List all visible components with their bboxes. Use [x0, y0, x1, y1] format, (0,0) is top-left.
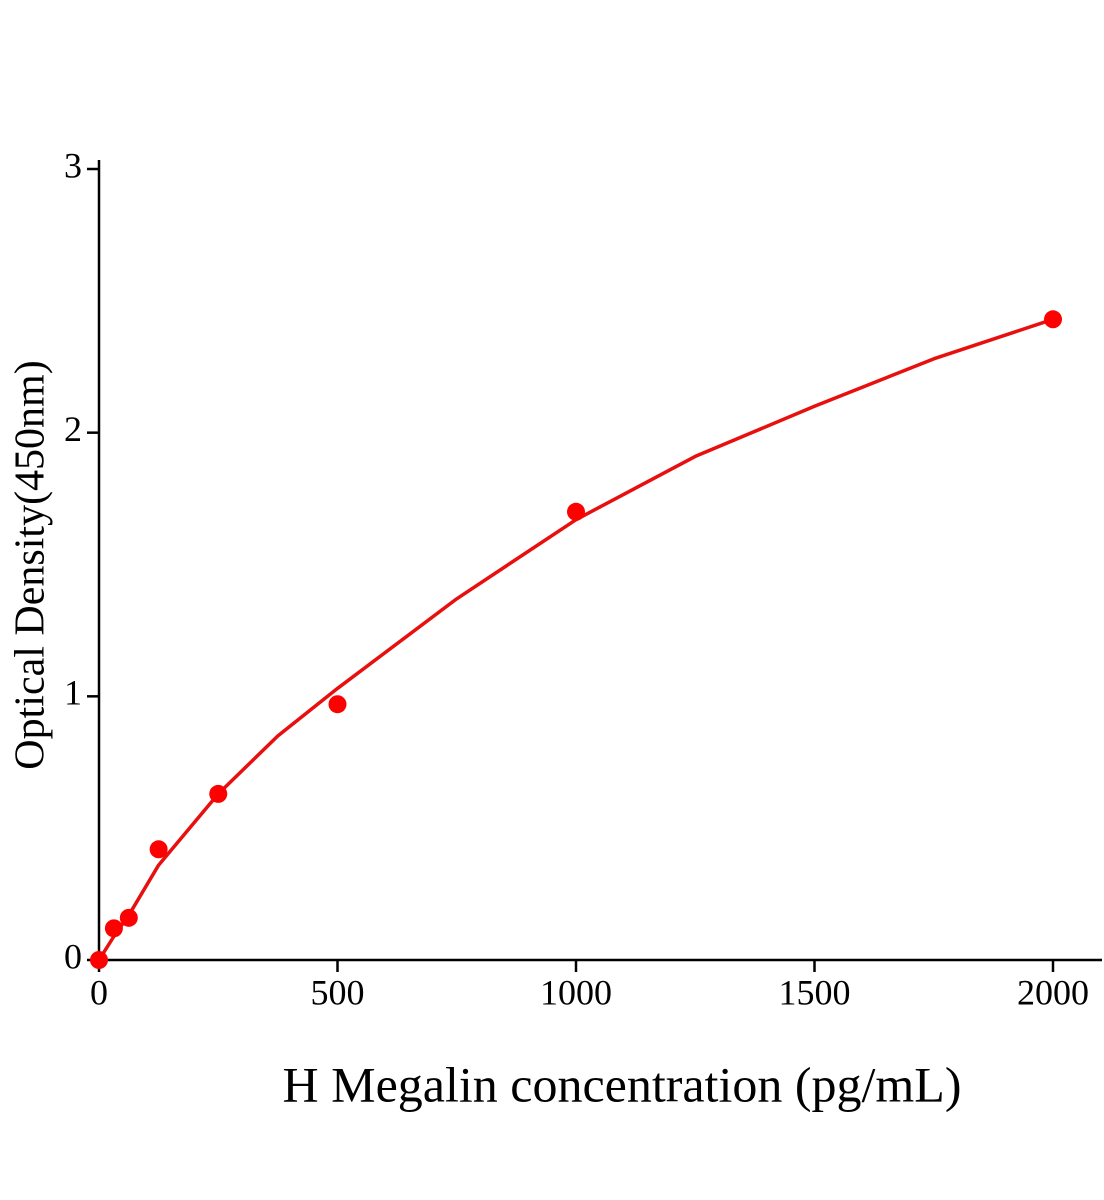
- x-tick-label: 2000: [1017, 972, 1089, 1012]
- data-point: [119, 908, 138, 927]
- data-point: [209, 784, 228, 803]
- fit-curve: [97, 317, 1054, 961]
- y-axis-label: Optical Density(450nm): [8, 360, 54, 769]
- x-tick-label: 500: [311, 972, 365, 1012]
- x-tick-label: 1000: [540, 972, 612, 1012]
- data-point: [328, 695, 347, 714]
- y-tick-label: 0: [64, 936, 82, 976]
- x-tick-label: 0: [90, 972, 108, 1012]
- data-point: [90, 951, 108, 969]
- y-tick-label: 1: [64, 673, 82, 713]
- data-point: [567, 502, 585, 521]
- y-tick-label: 3: [64, 145, 82, 185]
- data-point: [1044, 310, 1062, 329]
- y-tick-label: 2: [64, 409, 82, 449]
- data-point: [104, 919, 123, 938]
- data-point: [149, 840, 168, 859]
- x-tick-label: 1500: [779, 972, 851, 1012]
- x-axis-label: H Megalin concentration (pg/mL): [283, 1056, 962, 1112]
